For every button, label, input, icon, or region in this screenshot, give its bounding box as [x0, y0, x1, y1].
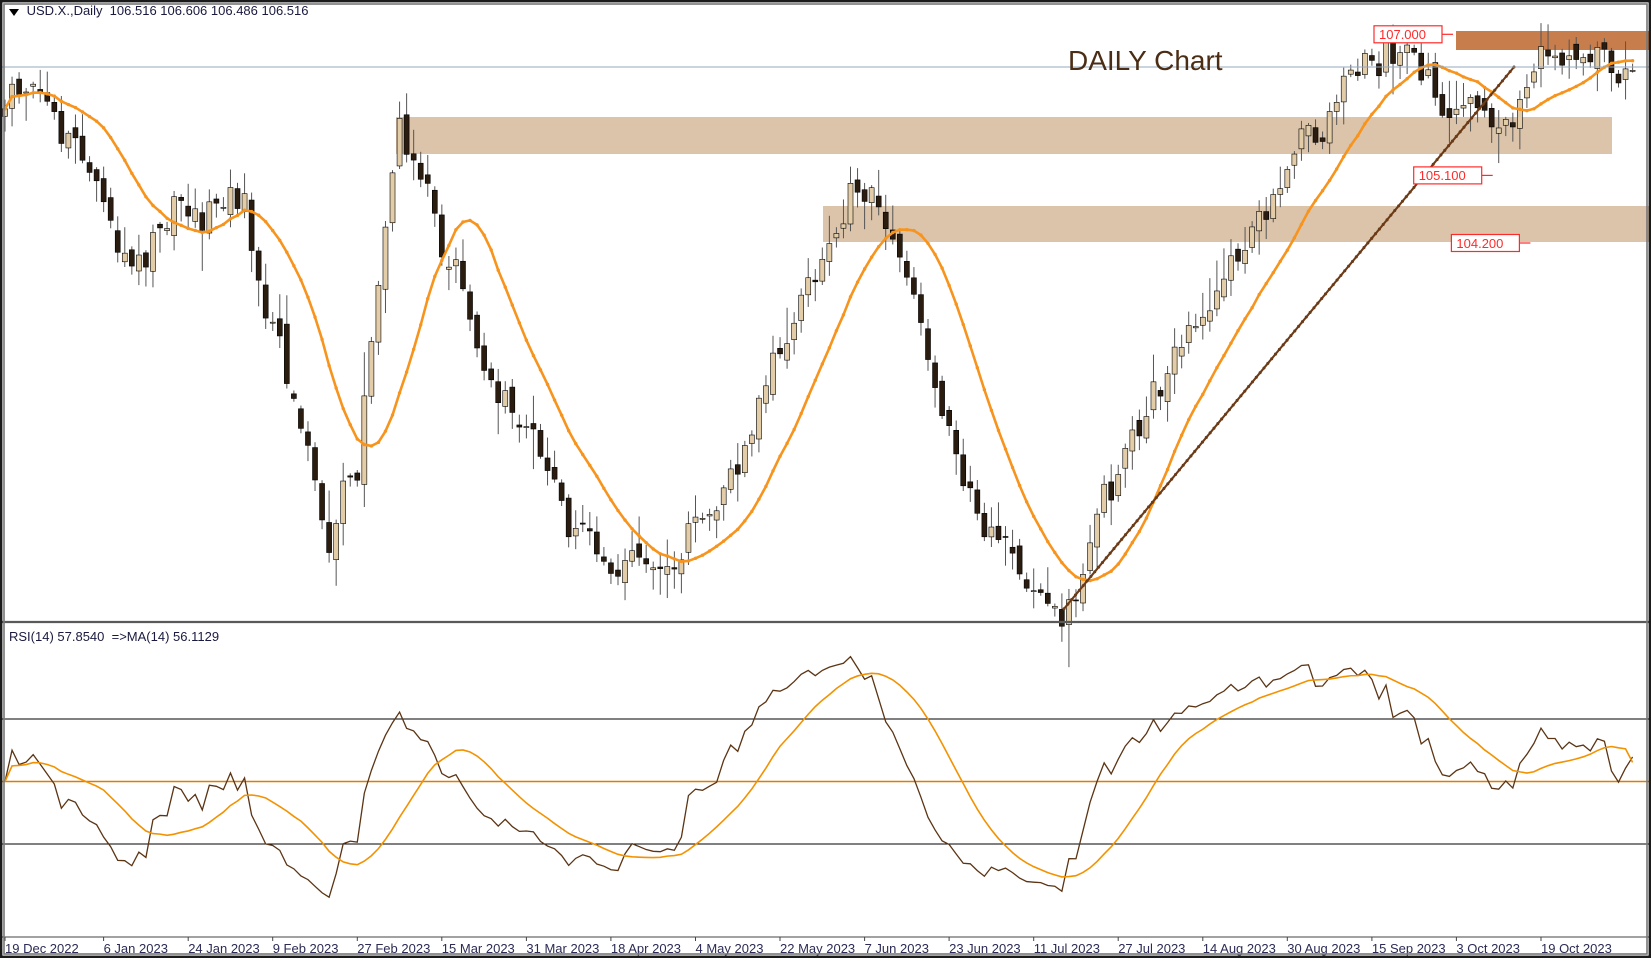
svg-text:107.000: 107.000: [1379, 27, 1426, 42]
svg-text:104.200: 104.200: [1456, 236, 1503, 251]
svg-text:105.100: 105.100: [1419, 168, 1466, 183]
